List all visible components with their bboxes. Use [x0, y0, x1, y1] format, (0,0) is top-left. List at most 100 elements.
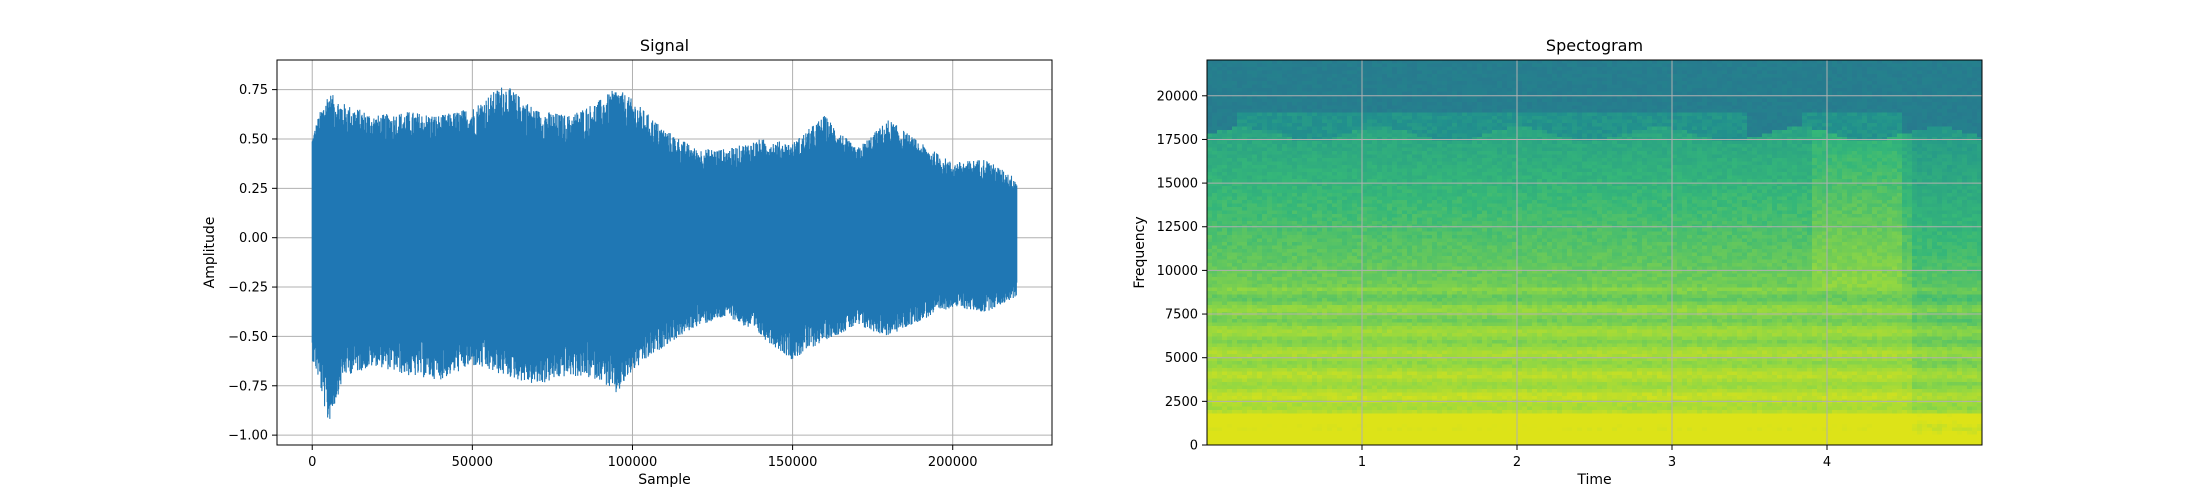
spectrogram-cell: [1832, 151, 1838, 156]
spectrogram-cell: [1267, 154, 1273, 159]
spectrogram-cell: [1302, 140, 1308, 145]
spectrogram-cell: [1567, 77, 1573, 82]
spectrogram-cell: [1872, 116, 1878, 121]
spectrogram-cell: [1512, 105, 1518, 110]
spectrogram-cell: [1812, 130, 1818, 135]
spectrogram-cell: [1662, 70, 1668, 75]
spectrogram-cell: [1647, 154, 1653, 159]
spectrogram-cell: [1622, 81, 1628, 86]
spectrogram-cell: [1627, 144, 1633, 149]
spectrogram-cell: [1257, 151, 1263, 156]
spectrogram-cell: [1797, 161, 1803, 166]
spectrogram-cell: [1777, 133, 1783, 138]
spectrogram-cell: [1567, 84, 1573, 89]
spectrogram-cell: [1922, 60, 1928, 65]
spectrogram-cell: [1377, 67, 1383, 72]
spectrogram-cell: [1567, 158, 1573, 163]
spectrogram-cell: [1287, 81, 1293, 86]
spectrogram-cell: [1442, 151, 1448, 156]
spectrogram-cell: [1517, 130, 1523, 135]
spectrogram-cell: [1677, 144, 1683, 149]
spectrogram-cell: [1942, 81, 1948, 86]
spectrogram-cell: [1317, 151, 1323, 156]
spectrogram-cell: [1902, 119, 1908, 124]
spectrogram-cell: [1222, 140, 1228, 145]
spectrogram-cell: [1472, 81, 1478, 86]
spectrogram-cell: [1652, 98, 1658, 103]
spectrogram-cell: [1257, 84, 1263, 89]
spectrogram-cell: [1502, 133, 1508, 138]
spectrogram-cell: [1672, 70, 1678, 75]
spectrogram-cell: [1662, 130, 1668, 135]
spectrogram-cell: [1647, 63, 1653, 68]
spectrogram-cell: [1582, 165, 1588, 170]
spectrogram-cell: [1742, 91, 1748, 96]
spectrogram-cell: [1517, 98, 1523, 103]
spectrogram-cell: [1562, 91, 1568, 96]
spectrogram-cell: [1487, 147, 1493, 152]
spectrogram-cell: [1832, 70, 1838, 75]
spectrogram-cell: [1692, 168, 1698, 173]
spectrogram-cell: [1532, 140, 1538, 145]
spectrogram-cell: [1457, 165, 1463, 170]
spectrogram-cell: [1652, 77, 1658, 82]
spectrogram-cell: [1797, 84, 1803, 89]
spectrogram-cell: [1662, 161, 1668, 166]
spectrogram-cell: [1797, 88, 1803, 93]
spectrogram-cell: [1272, 130, 1278, 135]
spectrogram-cell: [1842, 130, 1848, 135]
spectrogram-cell: [1357, 74, 1363, 79]
spectrogram-cell: [1937, 88, 1943, 93]
spectrogram-cell: [1297, 102, 1303, 107]
spectrogram-cell: [1437, 112, 1443, 117]
spectrogram-cell: [1572, 109, 1578, 114]
spectrogram-cell: [1617, 60, 1623, 65]
spectrogram-cell: [1207, 105, 1213, 110]
spectrogram-cell: [1247, 140, 1253, 145]
spectrogram-cell: [1427, 133, 1433, 138]
spectrogram-cell: [1752, 126, 1758, 131]
spectrogram-cell: [1577, 140, 1583, 145]
spectrogram-cell: [1862, 151, 1868, 156]
spectrogram-cell: [1802, 70, 1808, 75]
spectrogram-cell: [1427, 165, 1433, 170]
spectrogram-cell: [1492, 81, 1498, 86]
spectrogram-cell: [1522, 74, 1528, 79]
spectrogram-cell: [1322, 119, 1328, 124]
spectrogram-cell: [1477, 161, 1483, 166]
spectrogram-cell: [1357, 60, 1363, 65]
spectrogram-cell: [1867, 112, 1873, 117]
spectrogram-cell: [1407, 154, 1413, 159]
spectrogram-cell: [1467, 81, 1473, 86]
spectrogram-cell: [1762, 158, 1768, 163]
spectrogram-cell: [1362, 98, 1368, 103]
spectrogram-cell: [1692, 109, 1698, 114]
spectrogram-cell: [1902, 140, 1908, 145]
spectrogram-cell: [1612, 74, 1618, 79]
spectrogram-cell: [1502, 88, 1508, 93]
spectrogram-cell: [1472, 165, 1478, 170]
spectrogram-cell: [1637, 109, 1643, 114]
spectrogram-cell: [1632, 109, 1638, 114]
spectrogram-cell: [1587, 123, 1593, 128]
spectrogram-cell: [1752, 81, 1758, 86]
spectrogram-cell: [1422, 91, 1428, 96]
spectrogram-cell: [1397, 144, 1403, 149]
spectrogram-cell: [1962, 116, 1968, 121]
spectrogram-cell: [1242, 67, 1248, 72]
spectrogram-cell: [1662, 60, 1668, 65]
spectrogram-cell: [1697, 60, 1703, 65]
spectrogram-cell: [1517, 140, 1523, 145]
spectrogram-cell: [1347, 168, 1353, 173]
spectrogram-cell: [1212, 130, 1218, 135]
spectrogram-cell: [1657, 119, 1663, 124]
spectrogram-cell: [1637, 63, 1643, 68]
spectrogram-cell: [1962, 70, 1968, 75]
spectrogram-cell: [1532, 105, 1538, 110]
spectrogram-cell: [1247, 81, 1253, 86]
spectrogram-cell: [1822, 70, 1828, 75]
spectrogram-cell: [1742, 98, 1748, 103]
spectrogram-cell: [1467, 105, 1473, 110]
spectrogram-cell: [1382, 109, 1388, 114]
spectrogram-cell: [1317, 67, 1323, 72]
